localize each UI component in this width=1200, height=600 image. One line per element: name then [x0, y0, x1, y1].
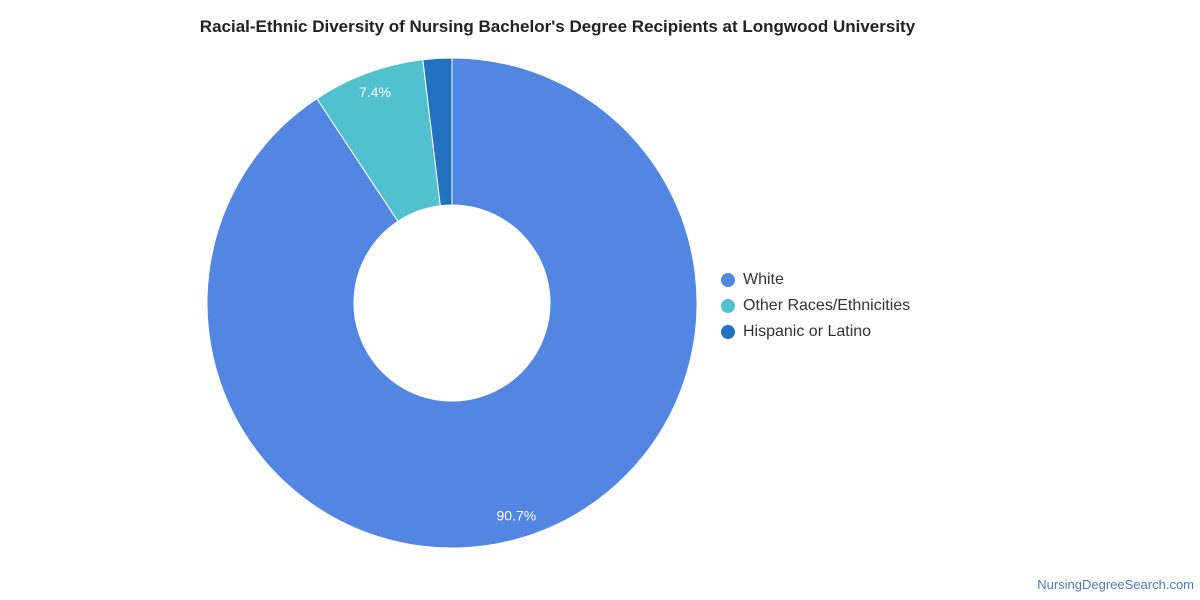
- legend-swatch: [721, 299, 735, 313]
- legend-item-hispanic-or-latino[interactable]: Hispanic or Latino: [721, 319, 910, 345]
- legend-item-other-races-ethnicities[interactable]: Other Races/Ethnicities: [721, 293, 910, 319]
- legend-label: White: [743, 271, 784, 288]
- chart-legend: White Other Races/Ethnicities Hispanic or …: [721, 267, 910, 345]
- donut-slice-white[interactable]: [206, 57, 698, 549]
- source-watermark[interactable]: NursingDegreeSearch.com: [1037, 577, 1194, 592]
- legend-label: Other Races/Ethnicities: [743, 297, 911, 314]
- slice-label-other-races-ethnicities: 7.4%: [359, 84, 391, 100]
- legend-swatch: [721, 325, 735, 339]
- slice-label-white: 90.7%: [497, 508, 537, 524]
- legend-item-white[interactable]: White: [721, 267, 910, 293]
- legend-label: Hispanic or Latino: [743, 323, 872, 340]
- legend-swatch: [721, 273, 735, 287]
- donut-slice-hispanic-or-latino[interactable]: [422, 57, 453, 207]
- chart-title: Racial-Ethnic Diversity of Nursing Bache…: [199, 17, 916, 36]
